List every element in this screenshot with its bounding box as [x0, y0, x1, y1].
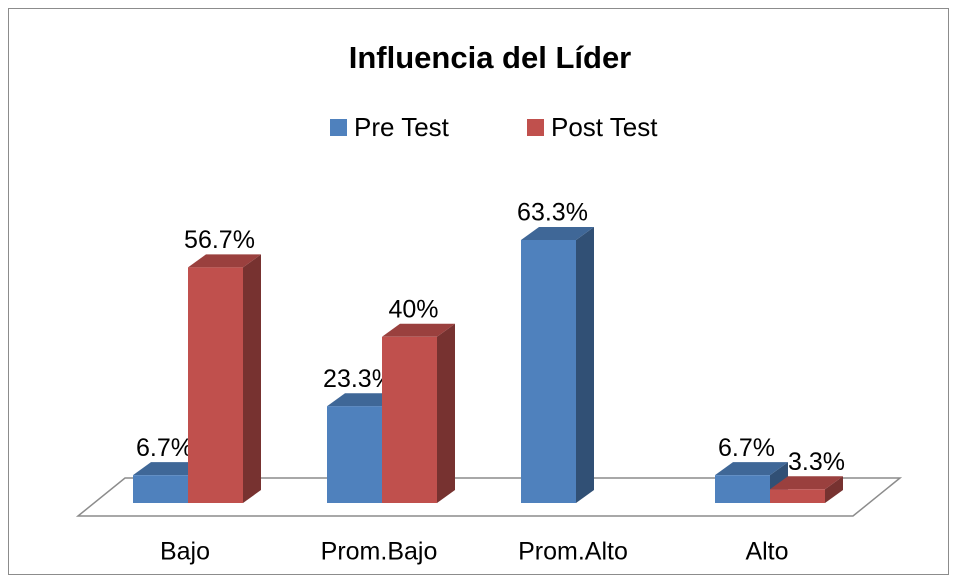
bar-top — [521, 227, 594, 240]
bar — [188, 267, 243, 503]
bar — [133, 475, 188, 503]
bar-top — [188, 254, 261, 268]
data-label: 40% — [388, 295, 438, 323]
floor — [75, 477, 903, 517]
bar-side — [576, 227, 594, 503]
data-label: 56.7% — [184, 226, 255, 254]
legend-swatch — [527, 119, 544, 136]
bar-side — [437, 323, 455, 503]
bar-top — [715, 462, 788, 476]
bar-side — [243, 254, 261, 503]
bar-top — [770, 476, 843, 490]
bar — [327, 406, 382, 503]
bar-top — [133, 462, 206, 476]
bar — [382, 336, 437, 503]
bar-side — [825, 476, 843, 503]
bar — [521, 240, 576, 503]
x-tick-label: Prom.Alto — [518, 538, 628, 566]
data-label: 63.3% — [517, 199, 588, 227]
chart-title: Influencia del Líder — [349, 40, 632, 75]
data-label: 6.7% — [718, 434, 775, 462]
x-tick-label: Alto — [745, 538, 788, 566]
bar — [770, 489, 825, 503]
bar-top — [382, 323, 455, 337]
data-label: 3.3% — [788, 448, 845, 476]
legend-label: Pre Test — [354, 112, 450, 142]
x-tick-label: Prom.Bajo — [321, 538, 438, 566]
x-tick-label: Bajo — [160, 538, 210, 566]
legend-label: Post Test — [551, 112, 658, 142]
legend-swatch — [330, 119, 347, 136]
data-label: 6.7% — [136, 434, 193, 462]
bar-top — [327, 393, 400, 407]
bar — [715, 475, 770, 503]
